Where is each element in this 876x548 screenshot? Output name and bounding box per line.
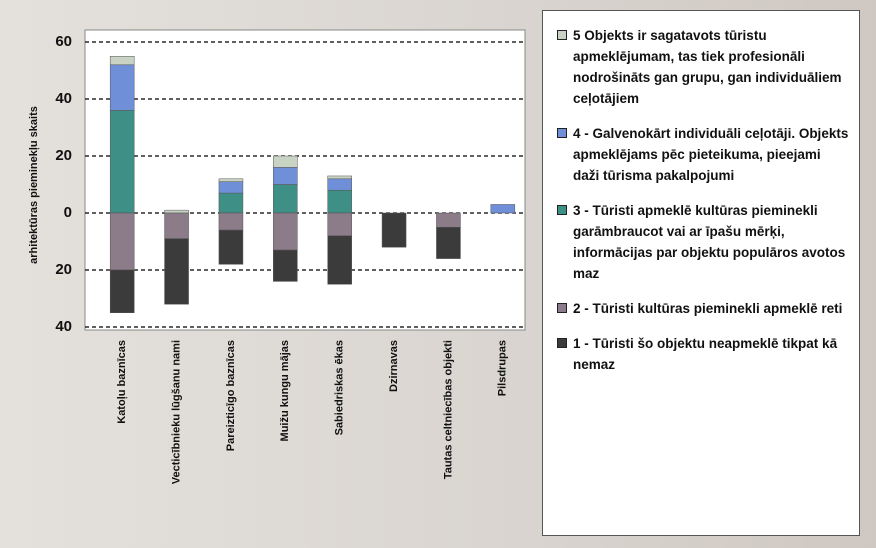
bar-segment bbox=[218, 212, 244, 231]
bar-segment bbox=[218, 229, 244, 265]
bar-segment bbox=[327, 212, 352, 237]
legend-label: 1 - Tūristi šo objektu neapmeklē tikpat … bbox=[573, 336, 838, 372]
bar-segment bbox=[327, 189, 352, 214]
y-tick-label: 60 bbox=[55, 33, 72, 50]
bar-segment bbox=[109, 64, 135, 111]
bar-segment bbox=[109, 56, 135, 66]
x-tick-label: Katoļu baznīcas bbox=[116, 340, 128, 424]
bar-segment bbox=[109, 212, 135, 271]
bar-segment bbox=[327, 178, 352, 191]
bar-segment bbox=[273, 155, 298, 168]
legend-swatch bbox=[557, 338, 567, 348]
bar-segment bbox=[164, 212, 189, 239]
bar-segment bbox=[273, 212, 298, 251]
bar-segment bbox=[381, 212, 407, 248]
legend-entry: 5 Objekts ir sagatavots tūristu apmeklēj… bbox=[557, 25, 849, 109]
bar-segment bbox=[273, 167, 298, 185]
legend-label: 5 Objekts ir sagatavots tūristu apmeklēj… bbox=[573, 28, 842, 106]
legend-entry: 4 - Galvenokārt individuāli ceļotāji. Ob… bbox=[557, 123, 849, 186]
x-tick-label: Muižu kungu mājas bbox=[279, 340, 291, 441]
x-tick-label: Vecticībnieku lūgšanu nami bbox=[170, 340, 182, 484]
y-axis-label: arhitektūras pieminekļu skaits bbox=[28, 106, 40, 264]
x-tick-label: Pilsdrupas bbox=[497, 340, 509, 396]
bar-segment bbox=[490, 204, 516, 214]
x-tick-label: Dzirnavas bbox=[388, 340, 400, 392]
bar-segment bbox=[327, 175, 352, 180]
bar-segment bbox=[327, 235, 352, 285]
bar-segment bbox=[218, 178, 244, 182]
legend-label: 4 - Galvenokārt individuāli ceļotāji. Ob… bbox=[573, 126, 849, 183]
legend-label: 3 - Tūristi apmeklē kultūras pieminekli … bbox=[573, 203, 846, 281]
y-tick-label: 40 bbox=[55, 90, 72, 107]
bar-segment bbox=[164, 238, 189, 305]
legend-swatch bbox=[557, 30, 567, 40]
y-tick-label: 0 bbox=[64, 204, 72, 221]
legend: 5 Objekts ir sagatavots tūristu apmeklēj… bbox=[542, 10, 860, 536]
bar-segment bbox=[436, 212, 461, 228]
bar-segment bbox=[109, 269, 135, 313]
bar-segment bbox=[218, 192, 244, 214]
legend-entry: 1 - Tūristi šo objektu neapmeklē tikpat … bbox=[557, 333, 849, 375]
legend-swatch bbox=[557, 128, 567, 138]
legend-entry: 3 - Tūristi apmeklē kultūras pieminekli … bbox=[557, 200, 849, 284]
bar-segment bbox=[218, 181, 244, 194]
chart: arhitektūras pieminekļu skaits 40 20 0 20 40… bbox=[28, 29, 526, 484]
bar-segment bbox=[273, 249, 298, 282]
legend-swatch bbox=[557, 205, 567, 215]
legend-swatch bbox=[557, 303, 567, 313]
x-tick-label: Tautas celtniecības objekti bbox=[442, 340, 454, 479]
x-tick-label: Pareizticīgo baznīcas bbox=[225, 340, 237, 451]
plot-area bbox=[84, 29, 526, 331]
y-tick-label: 20 bbox=[55, 147, 72, 164]
legend-label: 2 - Tūristi kultūras pieminekli apmeklē … bbox=[573, 301, 843, 316]
y-tick-label: 20 bbox=[55, 261, 72, 278]
legend-entry: 2 - Tūristi kultūras pieminekli apmeklē … bbox=[557, 298, 849, 319]
bar-segment bbox=[436, 227, 461, 259]
x-tick-label: Sabiedriskas ēkas bbox=[334, 340, 346, 435]
y-tick-label: 40 bbox=[55, 318, 72, 335]
bar-segment bbox=[109, 110, 135, 214]
bar-segment bbox=[164, 209, 189, 214]
bar-segment bbox=[273, 184, 298, 214]
